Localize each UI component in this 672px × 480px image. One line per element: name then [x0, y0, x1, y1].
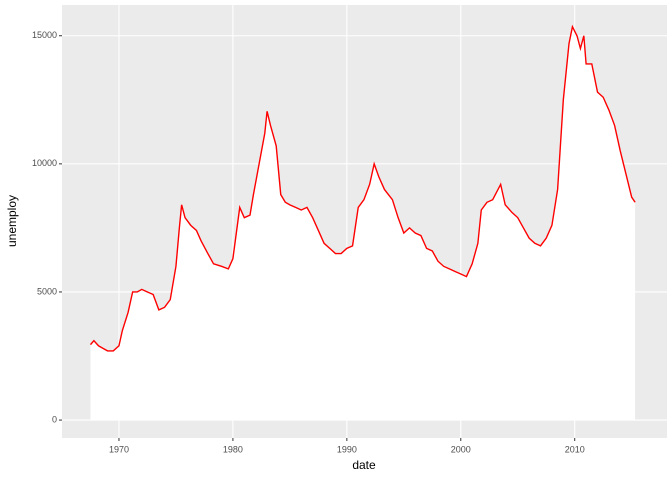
x-tick-label: 1980 — [223, 444, 243, 454]
line — [89, 24, 636, 352]
y-axis-label: unemploy — [5, 195, 19, 247]
x-tick-label: 2010 — [565, 444, 585, 454]
x-tick-label: 1970 — [109, 444, 129, 454]
y-tick-label: 10000 — [32, 158, 57, 168]
x-tick-label: 2000 — [451, 444, 471, 454]
x-tick-label: 1990 — [337, 444, 357, 454]
y-tick-label: 15000 — [32, 30, 57, 40]
y-tick-label: 5000 — [37, 286, 57, 296]
x-axis-label: date — [352, 458, 376, 472]
area — [90, 26, 636, 421]
y-tick-label: 0 — [52, 414, 57, 424]
